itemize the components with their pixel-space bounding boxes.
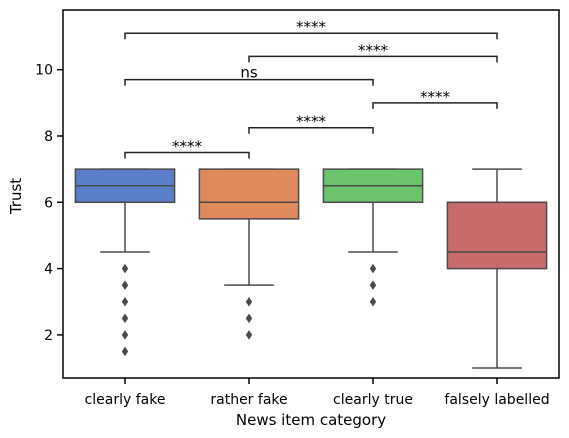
significance-bracket: **** <box>372 88 498 109</box>
significance-label: **** <box>420 88 451 106</box>
bracket-line <box>372 102 498 109</box>
significance-bracket: **** <box>248 113 374 134</box>
significance-label: ns <box>240 64 258 82</box>
outlier-point <box>369 263 377 274</box>
box-series <box>74 168 548 369</box>
y-tick-label: 10 <box>35 63 53 79</box>
outlier-point <box>369 280 377 290</box>
y-tick-label: 4 <box>44 262 53 278</box>
outlier-point <box>121 280 129 290</box>
y-tick-label: 2 <box>44 328 53 344</box>
significance-bracket: ns <box>124 64 374 86</box>
plot-frame <box>62 9 560 379</box>
x-tick-label: falsely labelled <box>444 392 549 408</box>
x-tick-label: clearly true <box>333 392 413 408</box>
bracket-line <box>124 32 498 40</box>
x-tick-label: rather fake <box>210 392 287 408</box>
significance-bracket: **** <box>124 18 498 40</box>
outlier-point <box>121 296 129 307</box>
box-iqr <box>198 168 300 220</box>
box-3 <box>446 168 548 369</box>
box-0 <box>74 168 176 357</box>
outlier-point <box>121 313 129 324</box>
outlier-point <box>121 263 129 274</box>
bracket-line <box>124 78 374 86</box>
outlier-point <box>369 296 377 307</box>
significance-label: **** <box>172 138 203 156</box>
y-tick-label: 8 <box>44 129 53 145</box>
outlier-point <box>121 346 129 357</box>
significance-label: **** <box>296 18 327 36</box>
box-2 <box>322 168 424 307</box>
axes: 2 4 6 8 10 clearly fake rather fake clearly tru… <box>35 9 560 408</box>
outlier-point <box>121 330 129 340</box>
bracket-line <box>248 126 374 134</box>
outlier-point <box>245 313 253 324</box>
significance-annotations: **** **** **** ns **** **** <box>124 18 498 159</box>
bracket-line <box>124 151 250 159</box>
significance-label: **** <box>358 41 389 59</box>
significance-bracket: **** <box>248 41 498 63</box>
box-1 <box>198 168 300 340</box>
box-iqr <box>446 201 548 270</box>
significance-bracket: **** <box>124 138 250 159</box>
x-axis-label: News item category <box>236 411 386 429</box>
outlier-point <box>245 296 253 307</box>
bracket-line <box>248 55 498 63</box>
x-tick-label: clearly fake <box>85 392 166 408</box>
y-tick-label: 6 <box>44 195 53 211</box>
outlier-point <box>245 330 253 340</box>
significance-label: **** <box>296 113 327 131</box>
y-axis-label: Trust <box>7 178 25 215</box>
